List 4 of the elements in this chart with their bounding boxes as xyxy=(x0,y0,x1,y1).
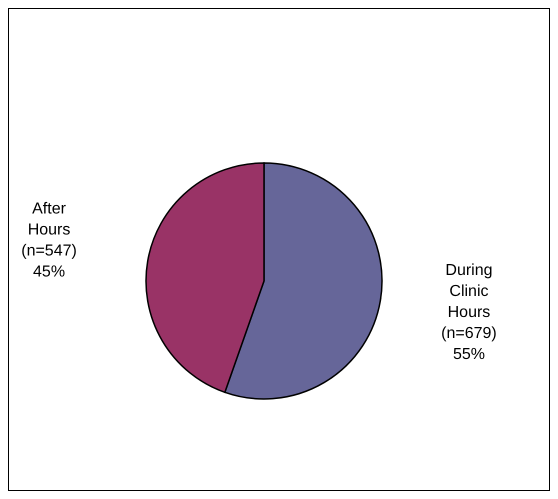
slice-label: During Clinic Hours xyxy=(445,261,493,320)
slice-label: After Hours xyxy=(28,200,70,238)
data-label: (n=547) 45% xyxy=(21,242,77,280)
data-label: (n=679) 55% xyxy=(441,324,497,362)
